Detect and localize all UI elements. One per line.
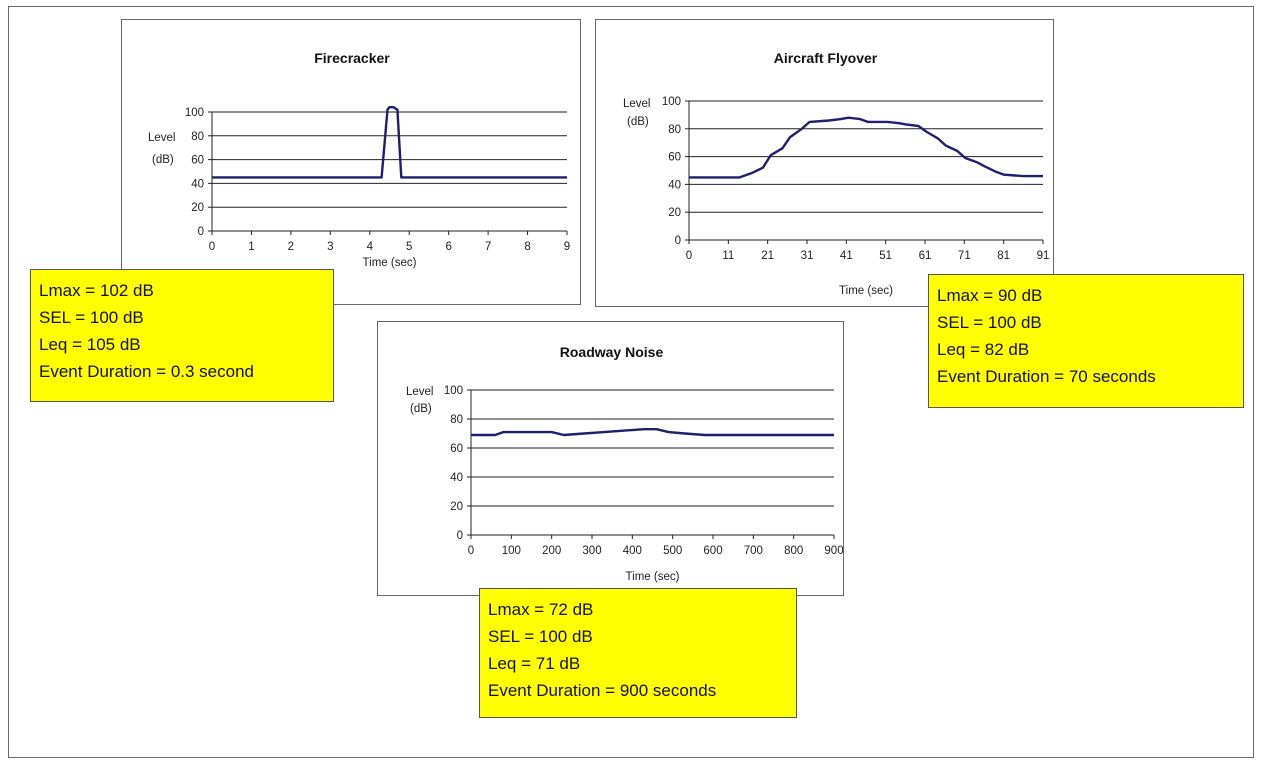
y-tick-label: 40 <box>668 179 681 191</box>
y-tick-label: 100 <box>444 385 463 397</box>
x-tick-label: 81 <box>997 250 1010 262</box>
y-axis-label-unit: (dB) <box>627 116 649 128</box>
aircraft-stats-note: Lmax = 90 dB SEL = 100 dB Leq = 82 dB Ev… <box>928 274 1244 408</box>
x-tick-label: 91 <box>1037 250 1050 262</box>
stat-line: Lmax = 90 dB <box>937 286 1043 305</box>
y-tick-label: 0 <box>457 530 463 542</box>
roadway-noise-chart-svg: Roadway Noise Level (dB) 0 20 40 60 80 100 0 100 20… <box>406 344 844 583</box>
y-tick-label: 40 <box>450 472 463 484</box>
x-tick-label: 2 <box>288 241 294 253</box>
x-tick-label: 300 <box>582 545 601 557</box>
chart-roadway-noise: Roadway Noise Level (dB) 0 20 40 60 80 100 0 100 20… <box>377 321 844 596</box>
x-axis-label: Time (sec) <box>839 285 893 297</box>
y-tick-label: 20 <box>668 207 681 219</box>
y-tick-label: 0 <box>675 235 681 247</box>
firecracker-chart-svg: Firecracker Level (dB) 0 20 40 60 80 100 0 1 2 3 4 5 6 7… <box>148 50 570 269</box>
x-tick-label: 900 <box>824 545 843 557</box>
figure-frame <box>8 6 1254 758</box>
y-axis-label-unit: (dB) <box>410 403 432 415</box>
series-line <box>689 116 1043 179</box>
stat-line: Lmax = 102 dB <box>39 281 154 300</box>
stat-line: Event Duration = 70 seconds <box>937 367 1156 386</box>
x-tick-label: 800 <box>784 545 803 557</box>
y-tick-label: 100 <box>662 96 681 108</box>
roadway-stats-note: Lmax = 72 dB SEL = 100 dB Leq = 71 dB Ev… <box>479 588 797 718</box>
x-tick-label: 61 <box>919 250 932 262</box>
y-axis-label: Level <box>148 132 176 144</box>
x-tick-label: 21 <box>761 250 774 262</box>
chart-firecracker: Firecracker Level (dB) 0 20 40 60 80 100 0 1 2 3 4 5 6 7… <box>121 19 581 305</box>
y-tick-label: 20 <box>450 501 463 513</box>
x-tick-label: 8 <box>524 241 530 253</box>
stat-line: Leq = 71 dB <box>488 654 581 673</box>
x-tick-label: 6 <box>445 241 451 253</box>
x-tick-label: 200 <box>542 545 561 557</box>
x-axis-label: Time (sec) <box>363 257 417 269</box>
y-axis-label: Level <box>406 386 434 398</box>
y-tick-label: 60 <box>450 443 463 455</box>
stat-line: SEL = 100 dB <box>488 627 593 646</box>
x-tick-label: 3 <box>327 241 333 253</box>
y-tick-label: 80 <box>450 414 463 426</box>
x-tick-label: 31 <box>801 250 814 262</box>
x-tick-label: 71 <box>958 250 971 262</box>
chart-aircraft-flyover: Aircraft Flyover Level (dB) 0 20 40 60 80 100 0 11… <box>595 19 1054 307</box>
x-tick-label: 0 <box>686 250 692 262</box>
x-tick-label: 4 <box>367 241 374 253</box>
x-tick-label: 5 <box>406 241 412 253</box>
x-axis-label: Time (sec) <box>626 571 680 583</box>
y-tick-label: 20 <box>191 202 204 214</box>
aircraft-flyover-chart-svg: Aircraft Flyover Level (dB) 0 20 40 60 80 100 0 11… <box>623 50 1050 297</box>
y-tick-label: 80 <box>191 131 204 143</box>
stat-line: Leq = 82 dB <box>937 340 1030 359</box>
chart-title: Roadway Noise <box>560 344 664 360</box>
y-axis-label: Level <box>623 98 651 110</box>
x-tick-label: 7 <box>485 241 491 253</box>
firecracker-stats-note: Lmax = 102 dB SEL = 100 dB Leq = 105 dB … <box>30 269 334 402</box>
chart-title: Firecracker <box>314 50 390 66</box>
x-tick-label: 1 <box>248 241 254 253</box>
series-line <box>471 427 834 437</box>
chart-title: Aircraft Flyover <box>774 50 878 66</box>
x-tick-label: 9 <box>564 241 570 253</box>
stat-line: Lmax = 72 dB <box>488 600 594 619</box>
x-tick-label: 600 <box>703 545 722 557</box>
stat-line: Event Duration = 0.3 second <box>39 362 254 381</box>
x-tick-label: 100 <box>502 545 521 557</box>
stat-line: Event Duration = 900 seconds <box>488 681 717 700</box>
x-tick-label: 400 <box>623 545 642 557</box>
stat-line: SEL = 100 dB <box>937 313 1042 332</box>
y-tick-label: 80 <box>668 124 681 136</box>
y-tick-label: 0 <box>198 226 204 238</box>
x-tick-label: 0 <box>468 545 474 557</box>
x-tick-label: 700 <box>744 545 763 557</box>
x-tick-label: 41 <box>840 250 853 262</box>
stat-line: Leq = 105 dB <box>39 335 141 354</box>
y-tick-label: 60 <box>668 152 681 164</box>
x-tick-label: 11 <box>722 250 734 262</box>
y-tick-label: 60 <box>191 155 204 167</box>
series-line <box>212 105 567 179</box>
x-tick-label: 0 <box>209 241 215 253</box>
y-axis-label-unit: (dB) <box>152 154 174 166</box>
x-tick-label: 51 <box>879 250 892 262</box>
stat-line: SEL = 100 dB <box>39 308 144 327</box>
y-tick-label: 40 <box>191 178 204 190</box>
y-tick-label: 100 <box>185 107 204 119</box>
x-tick-label: 500 <box>663 545 682 557</box>
